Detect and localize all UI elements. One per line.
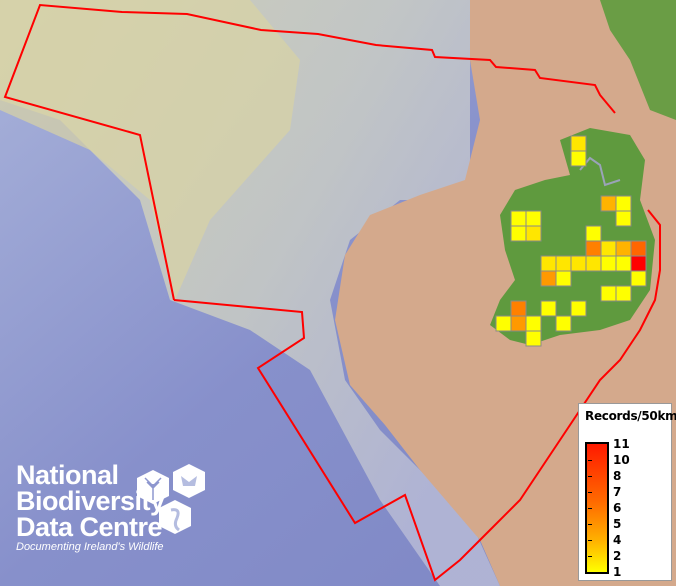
record-cell[interactable] xyxy=(630,255,647,272)
legend-tick-label: 4 xyxy=(613,533,622,547)
record-cell[interactable] xyxy=(525,315,542,332)
record-cell[interactable] xyxy=(510,225,527,242)
legend-tick-label: 11 xyxy=(613,437,630,451)
legend-tick-mark xyxy=(588,508,592,509)
record-cell[interactable] xyxy=(525,210,542,227)
record-cell[interactable] xyxy=(570,300,587,317)
legend-title: Records/50km xyxy=(585,409,676,423)
boundary-line-north xyxy=(173,209,661,582)
legend-tick-mark xyxy=(588,476,592,477)
record-cell[interactable] xyxy=(570,150,587,167)
legend-color-ramp xyxy=(585,442,609,574)
record-cell[interactable] xyxy=(615,195,632,212)
record-cell[interactable] xyxy=(630,270,647,287)
legend-tick-label: 6 xyxy=(613,501,622,515)
record-cell[interactable] xyxy=(600,240,617,257)
record-cell[interactable] xyxy=(570,255,587,272)
legend-tick-mark xyxy=(588,460,592,461)
record-cell[interactable] xyxy=(600,195,617,212)
record-cell[interactable] xyxy=(555,270,572,287)
logo-line-1: National xyxy=(16,460,119,490)
record-cell[interactable] xyxy=(585,255,602,272)
record-cell[interactable] xyxy=(615,210,632,227)
record-cell[interactable] xyxy=(600,255,617,272)
record-cell[interactable] xyxy=(630,240,647,257)
record-cell[interactable] xyxy=(615,285,632,302)
record-cell[interactable] xyxy=(585,240,602,257)
record-cell[interactable] xyxy=(510,315,527,332)
boundary-line-west xyxy=(3,3,616,301)
legend-tick-label: 8 xyxy=(613,469,622,483)
record-cell[interactable] xyxy=(510,300,527,317)
record-cell[interactable] xyxy=(540,270,557,287)
record-cell[interactable] xyxy=(600,285,617,302)
legend-tick-mark xyxy=(588,492,592,493)
record-grid xyxy=(495,135,647,347)
logo-line-3: Data Centre xyxy=(16,512,163,542)
legend-tick-mark xyxy=(588,524,592,525)
record-cell[interactable] xyxy=(555,315,572,332)
legend: Records/50km 11 10 8 7 6 5 4 2 1 xyxy=(578,403,676,581)
legend-tick-mark xyxy=(588,556,592,557)
legend-tick-label: 1 xyxy=(613,565,622,579)
record-cell[interactable] xyxy=(570,135,587,152)
record-cell[interactable] xyxy=(585,225,602,242)
logo-tagline: Documenting Ireland's Wildlife xyxy=(16,541,164,553)
record-cell[interactable] xyxy=(510,210,527,227)
record-cell[interactable] xyxy=(555,255,572,272)
legend-tick-label: 10 xyxy=(613,453,630,467)
legend-tick-mark xyxy=(588,540,592,541)
record-cell[interactable] xyxy=(615,255,632,272)
record-cell[interactable] xyxy=(540,255,557,272)
record-cell[interactable] xyxy=(615,240,632,257)
hexagon-wildlife-icon xyxy=(137,464,205,534)
record-cell[interactable] xyxy=(525,330,542,347)
record-cell[interactable] xyxy=(540,300,557,317)
record-cell[interactable] xyxy=(525,225,542,242)
legend-tick-label: 5 xyxy=(613,517,622,531)
legend-tick-label: 2 xyxy=(613,549,622,563)
record-cell[interactable] xyxy=(495,315,512,332)
legend-tick-label: 7 xyxy=(613,485,622,499)
